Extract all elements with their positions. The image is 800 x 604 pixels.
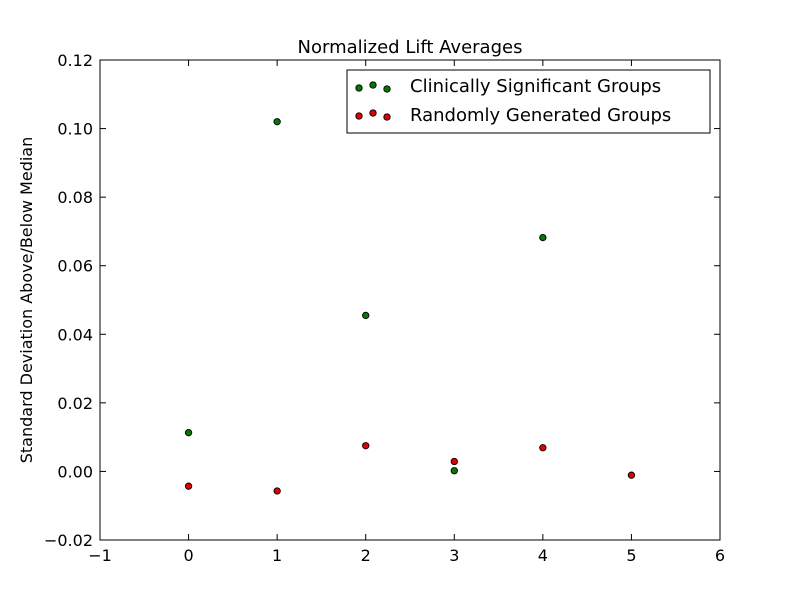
- x-tick-label: −1: [88, 546, 112, 565]
- series-clinical: [184, 118, 547, 475]
- y-tick-label: 0.04: [57, 325, 93, 344]
- legend-marker: [355, 84, 363, 92]
- legend: Clinically Significant Groups Randomly G…: [346, 69, 711, 134]
- data-point: [273, 487, 281, 495]
- data-point: [539, 233, 547, 242]
- data-point: [539, 444, 547, 452]
- y-tick-label: 0.00: [57, 462, 93, 481]
- y-tick-label: 0.10: [57, 120, 93, 139]
- legend-marker: [369, 109, 377, 117]
- x-tick-label: 0: [183, 546, 193, 565]
- data-point: [362, 442, 370, 450]
- x-tick-label: 3: [449, 546, 459, 565]
- data-point: [627, 471, 636, 479]
- x-tick-label: 4: [538, 546, 548, 565]
- data-point: [184, 482, 193, 490]
- legend-marker: [369, 81, 377, 89]
- series-random: [184, 442, 636, 495]
- plot-frame: [99, 59, 721, 541]
- x-tick-label: 2: [361, 546, 371, 565]
- y-axis: −0.02 0.00 0.02 0.04 0.06 0.08 0.10 0.12: [44, 51, 720, 550]
- y-tick-label: 0.08: [57, 188, 93, 207]
- x-tick-label: 5: [626, 546, 636, 565]
- x-tick-label: 1: [272, 546, 282, 565]
- legend-marker: [383, 85, 391, 93]
- data-point: [450, 457, 458, 466]
- y-tick-label: 0.02: [57, 394, 93, 413]
- y-tick-label: 0.12: [57, 51, 93, 70]
- data-point: [273, 118, 281, 126]
- legend-marker: [355, 112, 363, 120]
- legend-label-clinical: Clinically Significant Groups: [410, 76, 661, 97]
- x-axis: −1 0 1 2 3 4 5 6: [88, 60, 725, 565]
- points-layer: [184, 118, 636, 495]
- y-tick-label: 0.06: [57, 257, 93, 276]
- chart-title: Normalized Lift Averages: [298, 37, 523, 58]
- x-tick-label: 6: [715, 546, 725, 565]
- data-point: [362, 311, 370, 320]
- y-axis-label: Standard Deviation Above/Below Median: [17, 137, 36, 464]
- legend-label-random: Randomly Generated Groups: [410, 105, 671, 126]
- legend-marker: [383, 113, 391, 121]
- legend-entry-clinical: Clinically Significant Groups: [355, 76, 661, 97]
- data-point: [450, 467, 458, 475]
- legend-entry-random: Randomly Generated Groups: [355, 105, 671, 126]
- data-point: [184, 429, 193, 437]
- legend-box: [346, 69, 711, 134]
- y-tick-label: −0.02: [44, 531, 93, 550]
